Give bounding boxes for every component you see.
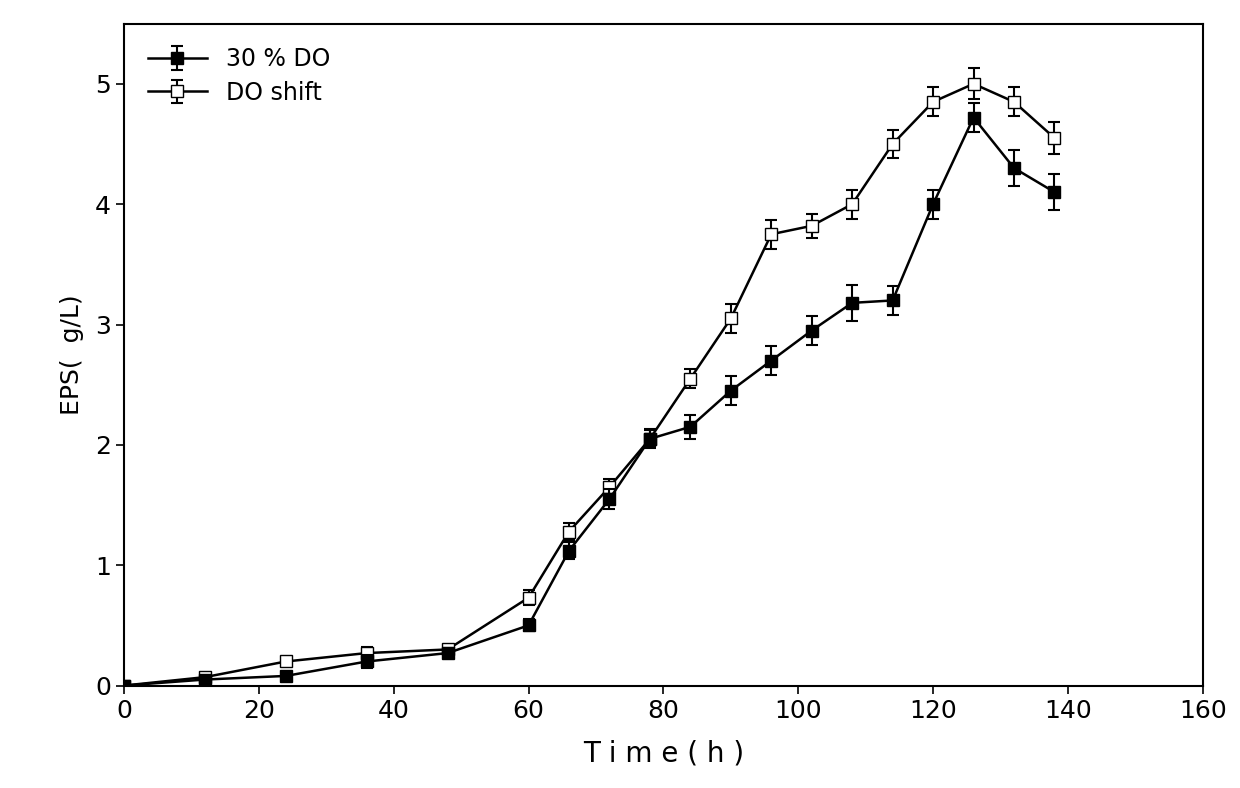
Legend: 30 % DO, DO shift: 30 % DO, DO shift	[136, 35, 342, 117]
X-axis label: T i m e ( h ): T i m e ( h )	[583, 739, 744, 768]
Y-axis label: EPS(  g/L): EPS( g/L)	[60, 294, 83, 415]
